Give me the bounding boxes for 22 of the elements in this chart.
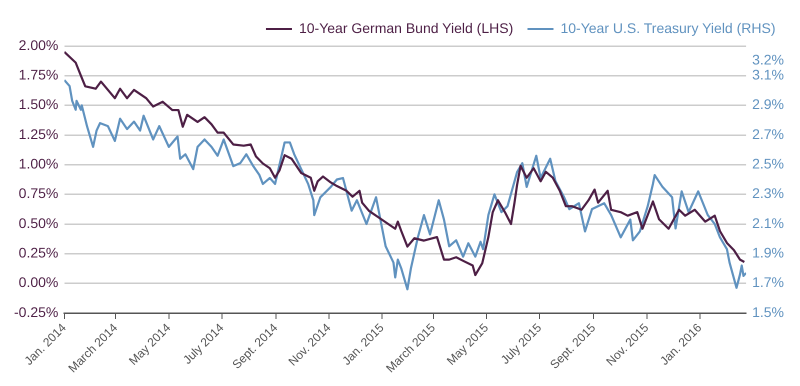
- y-tick-label: -0.25%: [14, 304, 58, 320]
- y-tick-label: 1.50%: [18, 96, 58, 112]
- y2-tick-label: 1.9%: [752, 244, 784, 261]
- y2-tick-label: 2.1%: [752, 214, 784, 231]
- y-tick-label: 1.25%: [18, 126, 58, 142]
- y-tick-label: 0.50%: [18, 214, 58, 231]
- y-tick-label: 1.75%: [18, 66, 58, 83]
- y2-tick-label: 1.7%: [752, 274, 784, 290]
- y-tick-label: 2.00%: [18, 36, 58, 53]
- y-tick-label: 0.25%: [18, 244, 58, 261]
- y2-tick-label: 3.1%: [752, 66, 784, 83]
- y2-tick-label: 2.9%: [752, 96, 784, 112]
- y-tick-label: 1.00%: [18, 156, 58, 172]
- y-tick-label: 0.00%: [18, 274, 58, 290]
- y2-tick-label: 2.7%: [752, 126, 784, 142]
- y2-tick-label: 1.5%: [752, 304, 784, 320]
- legend-label: 10-Year German Bund Yield (LHS): [298, 20, 514, 36]
- y-tick-label: 0.75%: [18, 185, 58, 202]
- legend-label: 10-Year U.S. Treasury Yield (RHS): [560, 20, 776, 36]
- y2-tick-label: 2.3%: [752, 185, 784, 202]
- y2-tick-label: 2.5%: [752, 156, 784, 172]
- y2-tick-label: 3.2%: [752, 52, 784, 68]
